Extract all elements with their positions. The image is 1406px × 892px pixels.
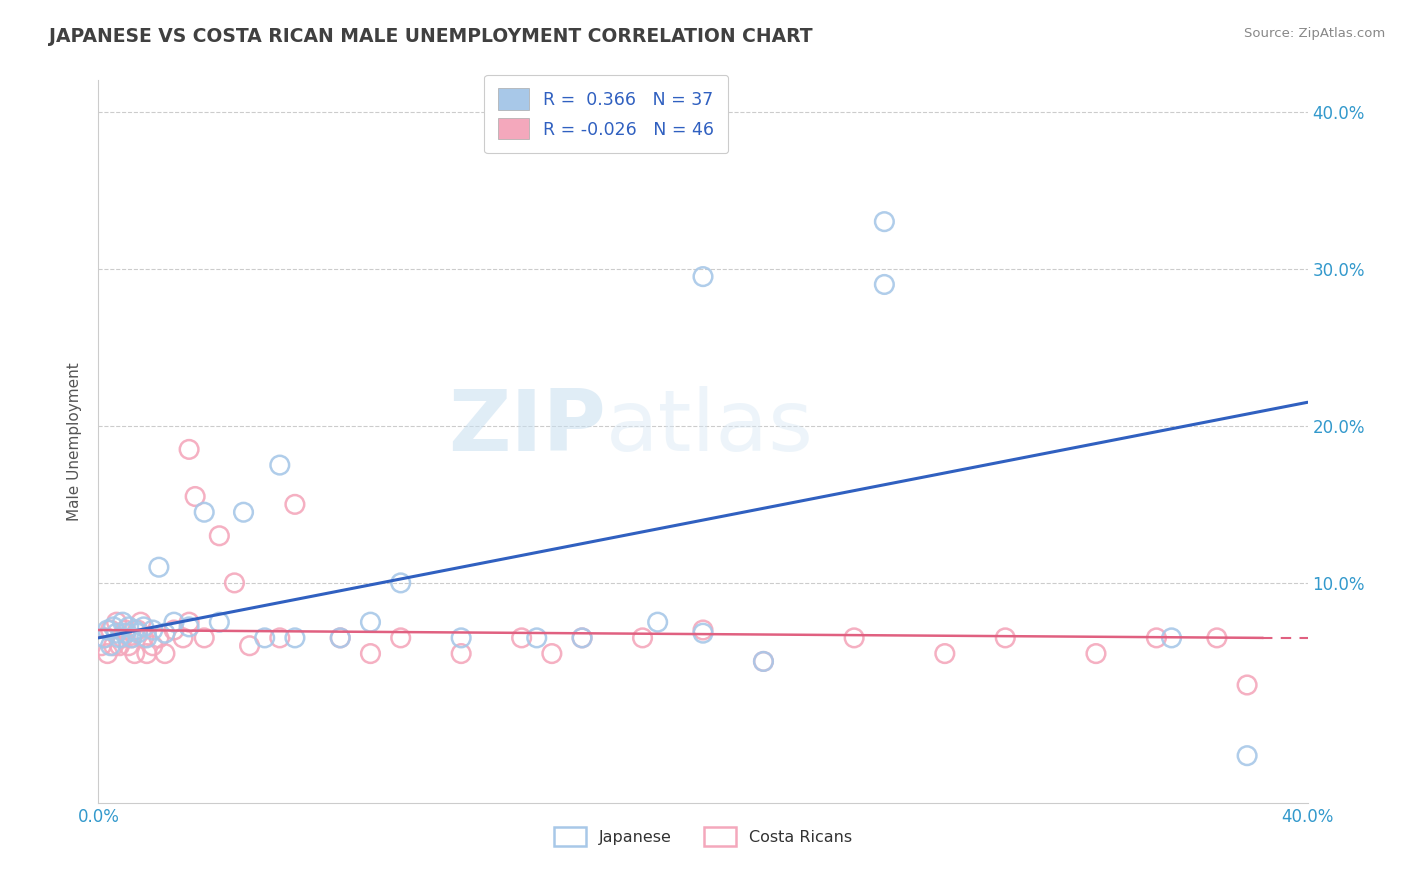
Point (179, 442, 201, 457)
Point (111, 631, 134, 645)
Point (1236, 678, 1258, 692)
Point (1144, 631, 1167, 645)
Point (179, 615, 201, 630)
Point (132, 620, 155, 634)
Point (873, 277, 896, 292)
Point (284, 631, 307, 645)
Point (114, 626, 136, 640)
Y-axis label: Male Unemployment: Male Unemployment (67, 362, 83, 521)
Point (127, 626, 149, 640)
Point (329, 631, 352, 645)
Point (631, 631, 654, 645)
Text: ZIP: ZIP (449, 385, 606, 468)
Point (148, 631, 170, 645)
Point (934, 647, 956, 661)
Point (329, 631, 352, 645)
Point (103, 620, 125, 634)
Point (108, 639, 131, 653)
Point (153, 647, 176, 661)
Point (90, 639, 112, 653)
Point (253, 631, 276, 645)
Point (510, 631, 533, 645)
Point (103, 639, 125, 653)
Point (540, 647, 562, 661)
Point (96, 623, 118, 637)
Point (269, 631, 291, 645)
Point (100, 623, 122, 637)
Point (124, 647, 146, 661)
Point (111, 615, 134, 630)
Point (142, 639, 165, 653)
Point (124, 623, 146, 637)
Point (647, 615, 669, 630)
Point (172, 631, 194, 645)
Point (184, 490, 207, 504)
Point (752, 655, 775, 669)
Point (179, 620, 201, 634)
Point (118, 620, 141, 634)
Point (105, 626, 128, 640)
Point (114, 623, 136, 637)
Point (127, 623, 149, 637)
Point (752, 655, 775, 669)
Point (193, 631, 215, 645)
Point (1085, 647, 1108, 661)
Text: Source: ZipAtlas.com: Source: ZipAtlas.com (1244, 27, 1385, 40)
Point (121, 631, 143, 645)
Point (100, 639, 122, 653)
Point (232, 505, 254, 519)
Point (132, 631, 155, 645)
Point (163, 623, 186, 637)
Point (269, 458, 291, 472)
Point (118, 639, 141, 653)
Point (193, 505, 215, 519)
Point (450, 631, 472, 645)
Point (389, 575, 412, 590)
Text: JAPANESE VS COSTA RICAN MALE UNEMPLOYMENT CORRELATION CHART: JAPANESE VS COSTA RICAN MALE UNEMPLOYMEN… (49, 27, 813, 45)
Text: atlas: atlas (606, 385, 814, 468)
Point (692, 623, 714, 637)
Point (1160, 631, 1182, 645)
Point (163, 615, 186, 630)
Point (571, 631, 593, 645)
Legend: Japanese, Costa Ricans: Japanese, Costa Ricans (548, 821, 858, 853)
Point (389, 631, 412, 645)
Point (360, 647, 382, 661)
Point (994, 631, 1017, 645)
Point (844, 631, 866, 645)
Point (284, 497, 307, 511)
Point (224, 575, 246, 590)
Point (135, 631, 157, 645)
Point (571, 631, 593, 645)
Point (93, 631, 115, 645)
Point (526, 631, 548, 645)
Point (1236, 748, 1258, 763)
Point (1206, 631, 1229, 645)
Point (208, 529, 231, 543)
Point (142, 623, 165, 637)
Point (153, 626, 176, 640)
Point (873, 214, 896, 228)
Point (93, 631, 115, 645)
Point (129, 615, 152, 630)
Point (360, 615, 382, 630)
Point (208, 615, 231, 630)
Point (450, 647, 472, 661)
Point (148, 560, 170, 574)
Point (239, 639, 262, 653)
Point (96, 647, 118, 661)
Point (105, 615, 128, 630)
Point (692, 269, 714, 284)
Point (121, 631, 143, 645)
Point (135, 647, 157, 661)
Point (108, 631, 131, 645)
Point (692, 626, 714, 640)
